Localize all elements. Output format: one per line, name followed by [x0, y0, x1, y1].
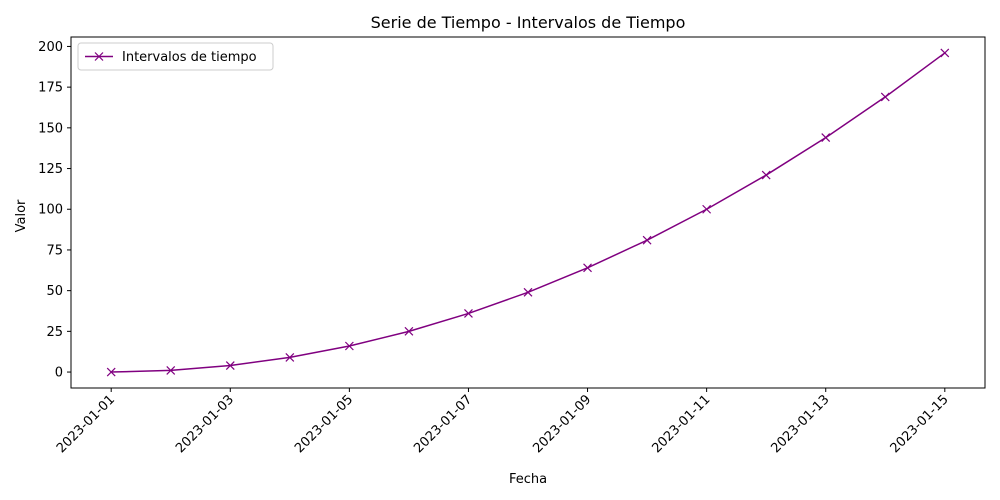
- marker-stroke: [344, 341, 354, 351]
- marker-stroke: [583, 263, 592, 273]
- legend-label: Intervalos de tiempo: [122, 50, 257, 65]
- marker-stroke: [821, 133, 831, 143]
- data-point-marker: [106, 367, 116, 377]
- marker-stroke: [225, 361, 235, 370]
- marker-stroke: [285, 352, 295, 362]
- legend-box: [77, 42, 274, 71]
- axes-frame: [70, 36, 986, 389]
- marker-stroke: [940, 48, 950, 58]
- data-point-marker: [642, 235, 652, 245]
- y-tick-label: 200: [38, 40, 63, 55]
- data-point-marker: [404, 326, 414, 336]
- data-point-marker: [583, 263, 592, 273]
- y-tick-label: 125: [38, 162, 63, 177]
- data-point-marker: [523, 287, 533, 297]
- y-tick-label: 175: [38, 81, 63, 96]
- plot-area: [106, 48, 950, 377]
- data-point-marker: [821, 133, 831, 143]
- marker-stroke: [642, 235, 652, 245]
- data-point-marker: [761, 170, 771, 180]
- y-axis-label: Valor: [14, 199, 29, 232]
- data-point-marker: [702, 204, 712, 214]
- legend: Intervalos de tiempo: [77, 42, 274, 71]
- data-point-marker: [344, 341, 354, 351]
- marker-stroke: [94, 52, 104, 61]
- marker-stroke: [702, 204, 712, 214]
- y-tick-label: 25: [46, 325, 63, 340]
- y-tick-label: 0: [55, 366, 63, 381]
- marker-stroke: [464, 309, 473, 318]
- legend-marker-x-icon: [94, 52, 104, 61]
- data-point-marker: [166, 365, 176, 375]
- marker-stroke: [106, 367, 116, 377]
- marker-stroke: [166, 365, 176, 375]
- data-point-marker: [880, 92, 890, 102]
- data-point-marker: [225, 361, 235, 370]
- data-point-marker: [464, 309, 473, 318]
- y-tick-label: 150: [38, 121, 63, 136]
- chart-title: Serie de Tiempo - Intervalos de Tiempo: [371, 13, 686, 32]
- x-axis-label: Fecha: [509, 472, 547, 487]
- marker-stroke: [523, 287, 533, 297]
- data-point-marker: [285, 352, 295, 362]
- y-tick-label: 75: [46, 243, 63, 258]
- marker-stroke: [404, 326, 414, 336]
- y-tick-label: 50: [46, 284, 63, 299]
- y-tick-label: 100: [38, 203, 63, 218]
- data-point-marker: [940, 48, 950, 58]
- marker-stroke: [880, 92, 890, 102]
- marker-stroke: [761, 170, 771, 180]
